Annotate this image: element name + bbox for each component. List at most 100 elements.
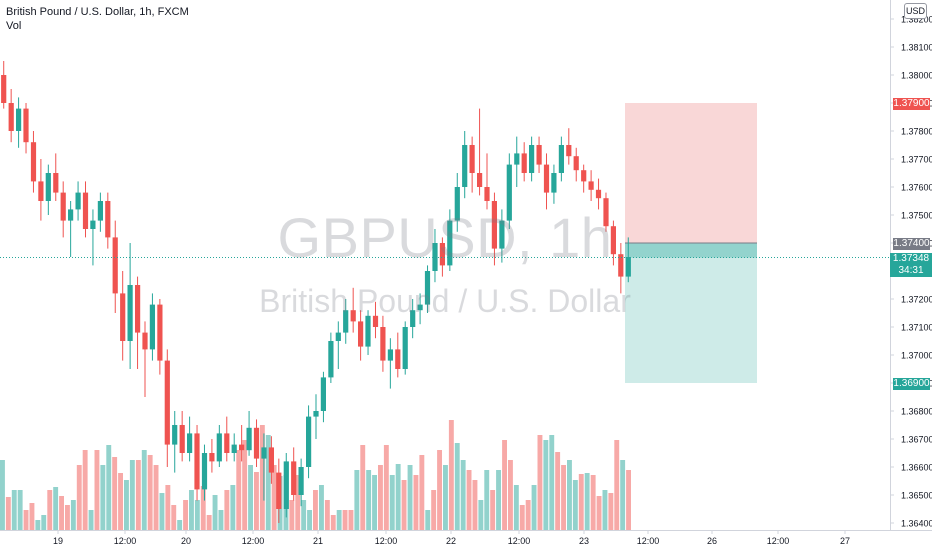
time-tick-label: 19 <box>53 536 63 546</box>
volume-bar <box>124 480 129 530</box>
volume-bar <box>41 515 47 530</box>
volume-bar <box>153 465 159 530</box>
candle <box>566 145 572 157</box>
candle <box>491 201 497 249</box>
volume-bar <box>413 475 419 530</box>
volume-bar <box>490 490 496 530</box>
candle <box>224 433 230 453</box>
candle <box>484 187 490 201</box>
volume-bar <box>82 450 88 530</box>
candle <box>82 192 89 229</box>
candle <box>1 75 7 103</box>
candle <box>365 315 371 347</box>
candle <box>306 416 312 467</box>
candle <box>53 173 59 193</box>
volume-bar <box>537 435 543 530</box>
volume-bar <box>218 510 224 530</box>
stop-price-tag: 1.37900 <box>893 98 930 110</box>
volume-bar <box>106 445 112 530</box>
currency-button[interactable]: USD <box>904 3 927 19</box>
volume-bar <box>324 500 330 530</box>
volume-bar <box>236 450 242 530</box>
volume-bar <box>0 460 5 530</box>
volume-bar <box>70 500 76 530</box>
volume-bar <box>65 505 70 530</box>
volume-bar <box>460 460 466 530</box>
price-tick-label: 1.38200 <box>901 15 932 25</box>
candle <box>581 170 587 182</box>
volume-bar <box>35 520 41 530</box>
volume-bar <box>596 496 602 530</box>
price-tick-label: 1.37500 <box>901 211 932 221</box>
volume-bar <box>372 475 377 530</box>
candle <box>417 304 423 311</box>
candle <box>201 453 208 490</box>
volume-bar <box>602 490 608 530</box>
candle <box>75 192 81 210</box>
bar-countdown: 34:31 <box>898 265 924 276</box>
price-tick-label: 1.36600 <box>901 463 932 473</box>
volume-bar <box>342 510 348 530</box>
volume-bar <box>200 486 206 530</box>
time-tick-label: 20 <box>181 536 191 546</box>
volume-bar <box>531 485 537 530</box>
volume-bar <box>100 465 106 530</box>
candle <box>439 243 445 266</box>
candle <box>454 187 460 221</box>
volume-bar <box>271 465 277 530</box>
volume-bar <box>76 465 82 530</box>
volume-bar <box>248 465 253 530</box>
candle <box>97 201 103 221</box>
volume-bar <box>407 465 413 530</box>
price-tick-label: 1.37800 <box>901 127 932 137</box>
volume-bar <box>212 495 218 530</box>
time-tick-label: 21 <box>313 536 323 546</box>
candle <box>402 327 408 369</box>
candle <box>477 173 483 187</box>
candle <box>23 108 29 143</box>
candle <box>283 461 289 509</box>
price-tick-label: 1.37000 <box>901 351 932 361</box>
volume-indicator-label[interactable]: Vol <box>6 20 22 32</box>
volume-bar <box>295 475 301 530</box>
price-tick-label: 1.38000 <box>901 71 932 81</box>
symbol-title[interactable]: British Pound / U.S. Dollar, 1h, FXCM <box>6 6 189 18</box>
candle <box>216 433 222 462</box>
volume-bar <box>313 490 318 530</box>
volume-bar <box>47 490 53 530</box>
candle <box>424 271 431 305</box>
candle <box>447 220 453 266</box>
candle <box>343 310 349 333</box>
candle <box>335 332 341 341</box>
volume-bar <box>419 455 425 530</box>
volume-bar <box>354 470 360 530</box>
volume-bar <box>5 497 11 530</box>
price-tick-label: 1.36800 <box>901 407 932 417</box>
candle <box>105 201 111 238</box>
candle <box>239 444 245 451</box>
volume-bar <box>389 475 395 530</box>
price-tick-label: 1.37100 <box>901 323 932 333</box>
volume-bar <box>543 440 549 530</box>
volume-bar <box>29 503 35 530</box>
candle <box>246 427 252 451</box>
volume-bar <box>289 500 295 530</box>
candle <box>506 164 512 221</box>
time-tick-label: 12:00 <box>637 536 660 546</box>
volume-bar <box>555 452 561 530</box>
volume-bar <box>319 485 324 530</box>
candle <box>231 444 237 453</box>
candle <box>610 226 616 255</box>
volume-bar <box>549 435 555 530</box>
price-tick-label: 1.37700 <box>901 155 932 165</box>
candle <box>543 164 550 193</box>
candle <box>573 156 579 171</box>
candle <box>120 293 126 341</box>
candle <box>380 327 386 361</box>
volume-bar <box>141 450 147 530</box>
price-tick-label: 1.37600 <box>901 183 932 193</box>
candle <box>38 181 44 201</box>
